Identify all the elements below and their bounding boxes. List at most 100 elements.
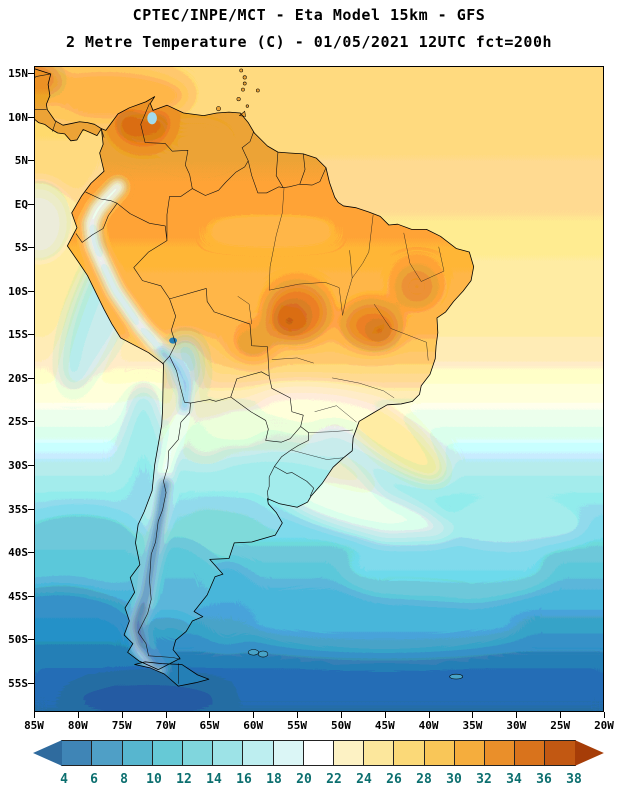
lat-tick-mark: [28, 464, 34, 466]
lon-tick-mark: [472, 712, 474, 718]
lon-tick-label: 25W: [550, 719, 571, 732]
lat-tick-label: 30S: [8, 458, 28, 472]
brazil-state-borders: [237, 187, 445, 460]
lon-tick-label: 30W: [506, 719, 527, 732]
colorbar-tick-label: 16: [236, 772, 252, 787]
lon-tick-label: 70W: [155, 719, 176, 732]
lon-tick-label: 65W: [199, 719, 220, 732]
colorbar-tick-label: 30: [446, 772, 462, 787]
colorbar-cell: [453, 740, 486, 766]
lon-tick-mark: [34, 712, 35, 718]
lat-tick-label: 15S: [8, 328, 28, 342]
lat-tick-label: 10N: [8, 110, 28, 124]
lon-tick-mark: [253, 712, 255, 718]
lake-maracaibo: [147, 112, 157, 125]
lat-tick-label: EQ: [14, 197, 28, 211]
colorbar-cell: [423, 740, 455, 766]
lat-tick-label: 55S: [8, 676, 28, 690]
colorbar-tick-label: 18: [266, 772, 282, 787]
lat-tick-mark: [28, 160, 34, 162]
colorbar-cell: [242, 740, 274, 766]
lat-tick-mark: [28, 290, 34, 292]
colorbar-cell: [33, 740, 63, 766]
lon-tick-mark: [516, 712, 518, 718]
colorbar-cell: [302, 740, 335, 766]
lat-tick-label: 20S: [8, 371, 28, 385]
lat-tick-mark: [28, 508, 34, 510]
lat-tick-mark: [28, 334, 34, 336]
lon-tick-mark: [209, 712, 211, 718]
lon-tick-mark: [297, 712, 299, 718]
lat-tick-label: 10S: [8, 284, 28, 298]
colorbar-cell: [272, 740, 304, 766]
lon-tick-mark: [428, 712, 430, 718]
lon-tick-mark: [165, 712, 167, 718]
land-layer: [35, 67, 474, 687]
colorbar-cell: [393, 740, 425, 766]
country-borders: [35, 73, 327, 684]
andes-cold-stripe: [83, 179, 195, 677]
lon-tick-mark: [340, 712, 342, 718]
colorbar-cell: [121, 740, 153, 766]
lat-tick-mark: [28, 247, 34, 249]
lat-tick-label: 25S: [8, 415, 28, 429]
colorbar-tick-label: 28: [416, 772, 432, 787]
colorbar-tick-label: 34: [506, 772, 522, 787]
temperature-field: [35, 67, 603, 711]
colorbar-tick-label: 32: [476, 772, 492, 787]
lat-tick-mark: [28, 552, 34, 554]
lon-tick-label: 60W: [243, 719, 264, 732]
colorbar: [33, 740, 604, 766]
lon-tick-label: 45W: [374, 719, 395, 732]
colorbar-tick-label: 12: [176, 772, 192, 787]
lat-tick-label: 50S: [8, 633, 28, 647]
lat-tick-label: 5S: [14, 241, 28, 255]
colorbar-cell: [333, 740, 365, 766]
colorbar-tick-label: 22: [326, 772, 342, 787]
colorbar-tick-label: 36: [536, 772, 552, 787]
lat-tick-mark: [28, 639, 34, 641]
lon-tick-label: 35W: [462, 719, 483, 732]
colorbar-cell: [151, 740, 184, 766]
lat-tick-mark: [28, 72, 34, 74]
colorbar-tick-label: 10: [146, 772, 162, 787]
lon-tick-mark: [384, 712, 386, 718]
colorbar-tick-label: 4: [60, 772, 68, 787]
colorbar-tick-label: 26: [386, 772, 402, 787]
lon-tick-mark: [560, 712, 562, 718]
lake-titicaca: [169, 337, 178, 344]
lon-tick-label: 55W: [287, 719, 307, 732]
colorbar-cell: [212, 740, 244, 766]
colorbar-cell: [182, 740, 214, 766]
lon-tick-mark: [77, 712, 79, 718]
colorbar-cell: [484, 740, 516, 766]
colorbar-tick-label: 6: [90, 772, 98, 787]
colorbar-cell: [574, 740, 604, 766]
lat-tick-mark: [28, 377, 34, 379]
colorbar-tick-label: 38: [566, 772, 582, 787]
map-content: [35, 67, 603, 711]
lon-tick-label: 40W: [418, 719, 439, 732]
lon-tick-label: 80W: [67, 719, 88, 732]
colorbar-tick-label: 8: [120, 772, 128, 787]
title-line-2: 2 Metre Temperature (C) - 01/05/2021 12U…: [65, 33, 553, 51]
lat-tick-mark: [28, 421, 34, 423]
lon-tick-mark: [121, 712, 123, 718]
map-svg: [35, 67, 603, 711]
title-line-1: CPTEC/INPE/MCT - Eta Model 15km - GFS: [132, 6, 486, 24]
lat-tick-label: 40S: [8, 546, 28, 560]
lat-tick-mark: [28, 595, 34, 597]
colorbar-cell: [61, 740, 93, 766]
lat-tick-mark: [28, 116, 34, 118]
lon-tick-label: 85W: [24, 719, 44, 732]
lat-tick-label: 5N: [14, 154, 28, 168]
map-plot-frame: [34, 66, 604, 712]
lon-tick-label: 50W: [330, 719, 351, 732]
colorbar-cell: [91, 740, 123, 766]
colorbar-tick-label: 24: [356, 772, 372, 787]
colorbar-cell: [544, 740, 576, 766]
lat-tick-label: 45S: [8, 589, 28, 603]
colorbar-labels: 4 6 8 10 12 14 16 18 20 22 24 26 28 30 32 34 36 38: [34, 772, 604, 790]
lon-tick-label: 20W: [594, 719, 614, 732]
